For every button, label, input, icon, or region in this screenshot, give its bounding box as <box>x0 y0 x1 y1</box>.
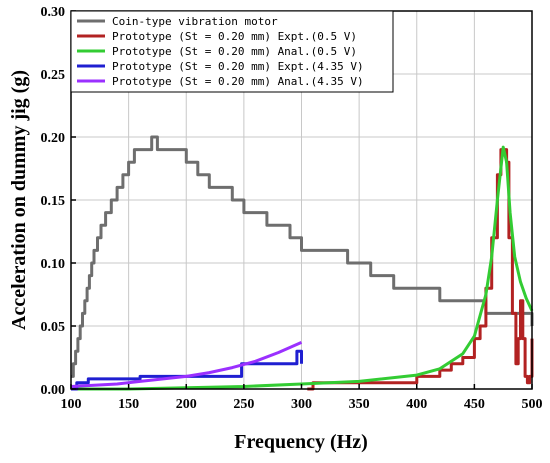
legend-label: Prototype (St = 0.20 mm) Anal.(4.35 V) <box>112 75 364 88</box>
y-tick-label: 0.30 <box>41 5 66 20</box>
x-tick-label: 100 <box>61 397 82 412</box>
series-layer <box>70 135 534 391</box>
x-tick-label: 500 <box>522 397 543 412</box>
legend-box <box>70 10 394 93</box>
series-line-1 <box>71 135 534 378</box>
legend-label: Prototype (St = 0.20 mm) Expt.(0.5 V) <box>112 30 357 43</box>
y-tick-label: 0.20 <box>41 131 66 146</box>
x-tick-label: 300 <box>291 397 312 412</box>
x-axis-title: Frequency (Hz) <box>234 431 368 453</box>
legend-label: Coin-type vibration motor <box>112 15 278 28</box>
x-tick-label: 200 <box>176 397 197 412</box>
x-tick-label: 450 <box>464 397 485 412</box>
x-tick-label: 150 <box>118 397 139 412</box>
series-line-3 <box>71 145 534 391</box>
legend-label: Prototype (St = 0.20 mm) Expt.(4.35 V) <box>112 60 364 73</box>
y-tick-label: 0.05 <box>41 320 66 335</box>
y-tick-label: 0.10 <box>41 257 66 272</box>
legend-label: Prototype (St = 0.20 mm) Anal.(0.5 V) <box>112 45 357 58</box>
series-line-2 <box>307 148 534 391</box>
y-tick-label: 0.15 <box>41 194 66 209</box>
y-tick-label: 0.25 <box>41 68 66 83</box>
y-axis-title: Acceleration on dummy jig (g) <box>8 70 30 330</box>
legend: Coin-type vibration motor Prototype (St =… <box>70 10 394 93</box>
x-tick-label: 400 <box>406 397 427 412</box>
x-tick-label: 350 <box>349 397 370 412</box>
x-tick-label: 250 <box>233 397 254 412</box>
axes: 100 150 200 250 300 350 400 450 500 0.00 0.05 0.10 0… <box>41 5 543 412</box>
series-line-5 <box>70 341 303 388</box>
y-tick-label: 0.00 <box>41 383 66 398</box>
